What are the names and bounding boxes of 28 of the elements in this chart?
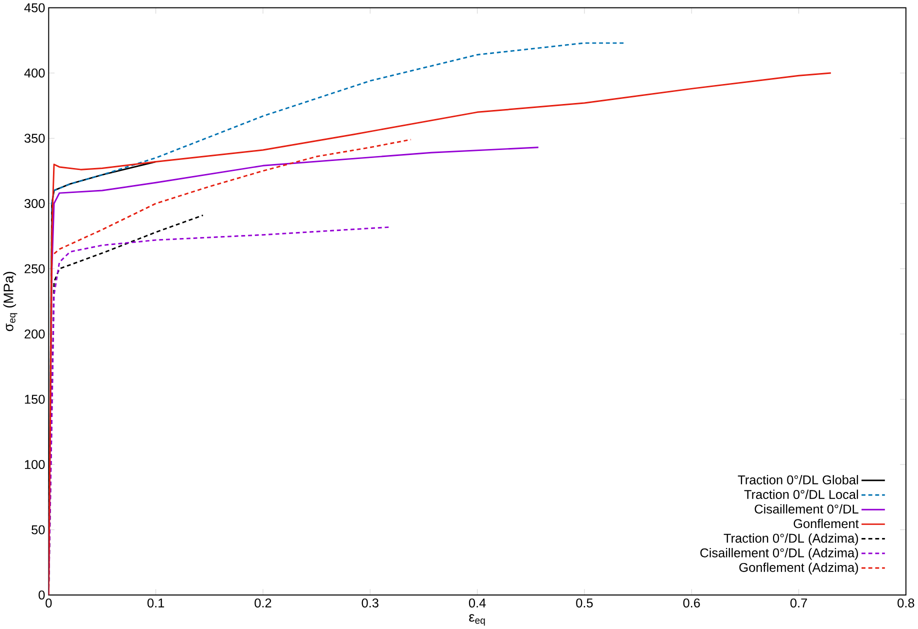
y-tick-label: 300 xyxy=(24,199,45,208)
y-tick-label: 400 xyxy=(24,68,45,78)
legend-label: Cisaillement 0°/DL (Adzima) xyxy=(700,548,858,560)
y-tick-label: 250 xyxy=(24,264,45,274)
x-tick-label: 0.6 xyxy=(683,598,700,608)
y-axis-title: σ$_{eq}$ (MPa) xyxy=(3,272,18,332)
legend-label: Gonflement xyxy=(794,518,859,528)
y-tick-label: 100 xyxy=(24,460,45,470)
x-tick-label: 0 xyxy=(46,598,52,608)
x-tick-label: 0.3 xyxy=(362,598,378,608)
y-tick-label: 200 xyxy=(24,330,45,339)
legend-label: Traction 0°/DL Local xyxy=(744,490,858,500)
legend-label: Cisaillement 0°/DL xyxy=(754,504,858,514)
x-tick-label: 0.4 xyxy=(468,598,486,608)
y-tick-label: 50 xyxy=(32,525,45,534)
y-tick-label: 450 xyxy=(24,3,45,12)
legend-label: Gonflement (Adzima) xyxy=(739,562,858,574)
x-tick-label: 0.5 xyxy=(576,598,593,608)
y-tick-label: 350 xyxy=(24,134,45,143)
x-tick-label: 0.7 xyxy=(790,598,807,608)
x-axis-title: ε$_{eq}$ xyxy=(469,614,485,626)
y-tick-label: 150 xyxy=(24,394,45,404)
x-tick-label: 0.2 xyxy=(254,598,272,608)
legend-label: Traction 0°/DL Global xyxy=(738,475,858,484)
x-tick-label: 0.1 xyxy=(147,598,164,608)
y-tick-label: 0 xyxy=(38,590,45,600)
x-tick-label: 0.8 xyxy=(898,598,914,608)
legend-label: Traction 0°/DL (Adzima) xyxy=(724,533,858,546)
